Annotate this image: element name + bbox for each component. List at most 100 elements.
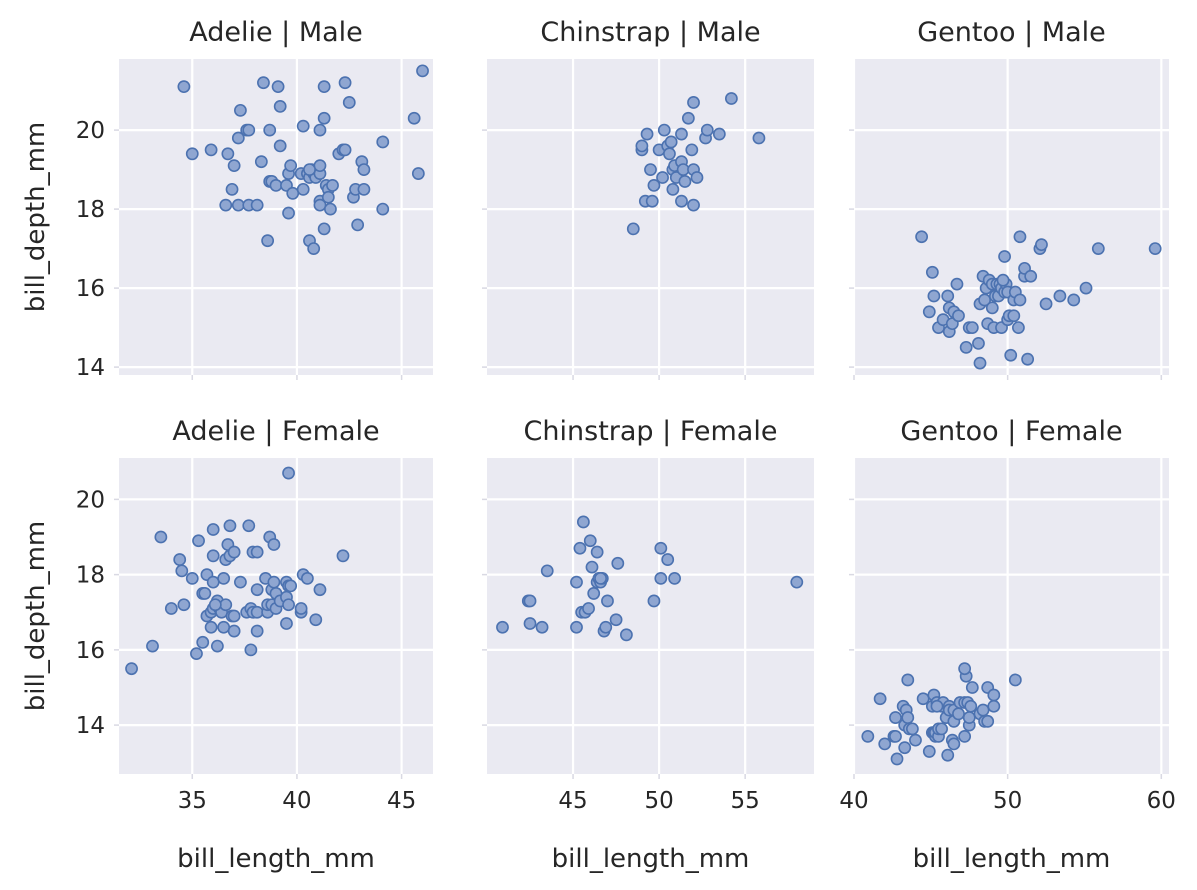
data-point	[690, 171, 704, 184]
data-point	[313, 159, 327, 173]
data-point	[177, 598, 191, 612]
data-point	[609, 613, 623, 627]
data-point	[647, 178, 661, 192]
data-point	[219, 198, 233, 212]
data-point	[227, 159, 241, 173]
data-point	[640, 127, 654, 141]
data-point	[221, 147, 235, 161]
data-point	[234, 103, 247, 117]
y-tick-label: 14	[76, 713, 105, 739]
data-point	[284, 579, 298, 593]
facet-title: Gentoo | Female	[900, 416, 1122, 447]
facet-panel-4: 35 40 45 14 16 18 20 Adelie | Female bill_length…	[21, 416, 433, 874]
data-point	[338, 143, 352, 157]
data-point	[217, 620, 231, 634]
data-point	[267, 575, 281, 589]
plot-area	[119, 59, 433, 375]
data-point	[1012, 321, 1025, 334]
data-point	[935, 722, 948, 736]
data-point	[261, 234, 275, 248]
data-point	[407, 111, 421, 125]
data-point	[244, 643, 258, 657]
data-point	[594, 571, 607, 585]
y-tick-label: 14	[76, 355, 105, 381]
data-point	[645, 194, 659, 208]
x-tick-label: 35	[178, 788, 207, 814]
data-point	[227, 609, 241, 623]
data-point	[635, 139, 649, 153]
data-point	[1008, 673, 1022, 687]
data-point	[1004, 348, 1018, 362]
data-point	[676, 163, 690, 176]
data-point	[204, 143, 218, 157]
data-point	[790, 575, 804, 589]
data-point	[996, 273, 1010, 287]
data-point	[1091, 242, 1105, 255]
facet-title: Adelie | Male	[189, 17, 363, 48]
y-tick-label: 16	[76, 276, 105, 302]
data-point	[941, 748, 955, 762]
data-point	[958, 729, 972, 743]
data-point	[273, 100, 287, 113]
data-point	[1035, 238, 1048, 252]
data-point	[376, 135, 390, 149]
data-point	[250, 605, 264, 619]
data-point	[947, 737, 961, 751]
data-point	[219, 598, 233, 612]
facet-panel-5: 45 50 55 Chinstrap | Female bill_length_mm	[482, 416, 814, 874]
data-point	[927, 289, 941, 303]
data-point	[952, 707, 965, 721]
data-point	[878, 737, 892, 751]
data-point	[599, 620, 613, 634]
data-point	[208, 598, 222, 612]
data-point	[250, 198, 264, 212]
data-point	[972, 336, 985, 350]
data-point	[271, 80, 285, 94]
data-point	[125, 662, 138, 676]
data-point	[198, 587, 212, 600]
data-point	[590, 545, 604, 559]
data-point	[242, 519, 256, 533]
data-point	[901, 711, 915, 724]
data-point	[620, 628, 633, 642]
data-point	[294, 602, 308, 615]
data-point	[190, 647, 203, 661]
data-point	[959, 340, 973, 354]
data-point	[1007, 309, 1021, 323]
data-point	[313, 583, 327, 597]
data-point	[223, 519, 237, 533]
data-point	[282, 466, 295, 480]
y-tick-label: 16	[76, 638, 105, 664]
data-point	[250, 583, 264, 597]
data-point	[540, 564, 554, 578]
data-point	[987, 688, 1001, 702]
data-point	[204, 620, 218, 634]
data-point	[654, 571, 668, 585]
x-axis-label: bill_length_mm	[552, 844, 750, 874]
data-point	[254, 155, 268, 169]
data-point	[930, 699, 944, 713]
data-point	[570, 620, 583, 634]
data-point	[941, 289, 955, 303]
data-point	[376, 202, 390, 216]
data-point	[898, 741, 912, 755]
data-point	[300, 571, 314, 585]
data-point	[523, 617, 537, 630]
facet-title: Gentoo | Male	[917, 17, 1106, 48]
data-point	[263, 123, 277, 137]
plot-area	[854, 59, 1169, 375]
y-tick-label: 20	[76, 487, 105, 513]
data-point	[981, 714, 995, 728]
data-point	[1148, 242, 1162, 255]
data-point	[661, 553, 675, 566]
data-point	[296, 119, 310, 133]
data-point	[889, 711, 902, 724]
data-point	[1024, 269, 1038, 283]
data-point	[309, 613, 323, 627]
data-point	[601, 594, 614, 608]
x-tick-label: 50	[644, 788, 673, 814]
data-point	[257, 76, 270, 90]
data-point	[611, 556, 625, 570]
data-point	[664, 135, 678, 149]
y-tick-label: 18	[76, 197, 105, 223]
